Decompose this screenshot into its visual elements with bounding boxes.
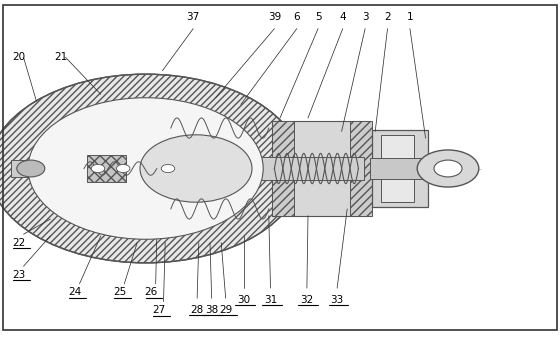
Text: 1: 1 [407,12,413,22]
Text: 2: 2 [384,12,391,22]
Circle shape [161,164,175,173]
Text: 31: 31 [264,295,277,305]
Text: 22: 22 [12,238,26,248]
Text: 3: 3 [362,12,368,22]
Text: 30: 30 [237,295,250,305]
Bar [381,135,414,202]
Bar [372,130,428,207]
Text: 37: 37 [186,12,200,22]
Circle shape [116,164,130,173]
Text: 5: 5 [315,12,321,22]
Bar [11,160,59,177]
Bar [350,121,372,216]
Bar [370,158,437,179]
Text: 26: 26 [144,287,158,297]
Text: 32: 32 [300,295,314,305]
Circle shape [434,160,462,177]
Text: 28: 28 [190,305,204,315]
Circle shape [417,150,479,187]
Text: 6: 6 [293,12,300,22]
Text: 25: 25 [113,287,127,297]
Bar [87,155,126,182]
Circle shape [28,98,263,239]
Text: 39: 39 [268,12,281,22]
Circle shape [17,160,45,177]
Text: 20: 20 [12,52,25,62]
Text: 29: 29 [219,305,232,315]
Bar [272,121,294,216]
Text: 23: 23 [12,270,26,280]
Text: 27: 27 [152,305,166,315]
Text: 38: 38 [205,305,218,315]
Text: 33: 33 [330,295,344,305]
Bar [73,157,364,180]
Text: 4: 4 [339,12,346,22]
Circle shape [140,135,252,202]
Bar [272,121,370,216]
Circle shape [91,164,105,173]
Text: 21: 21 [54,52,68,62]
Text: 24: 24 [68,287,82,297]
Circle shape [0,74,302,263]
